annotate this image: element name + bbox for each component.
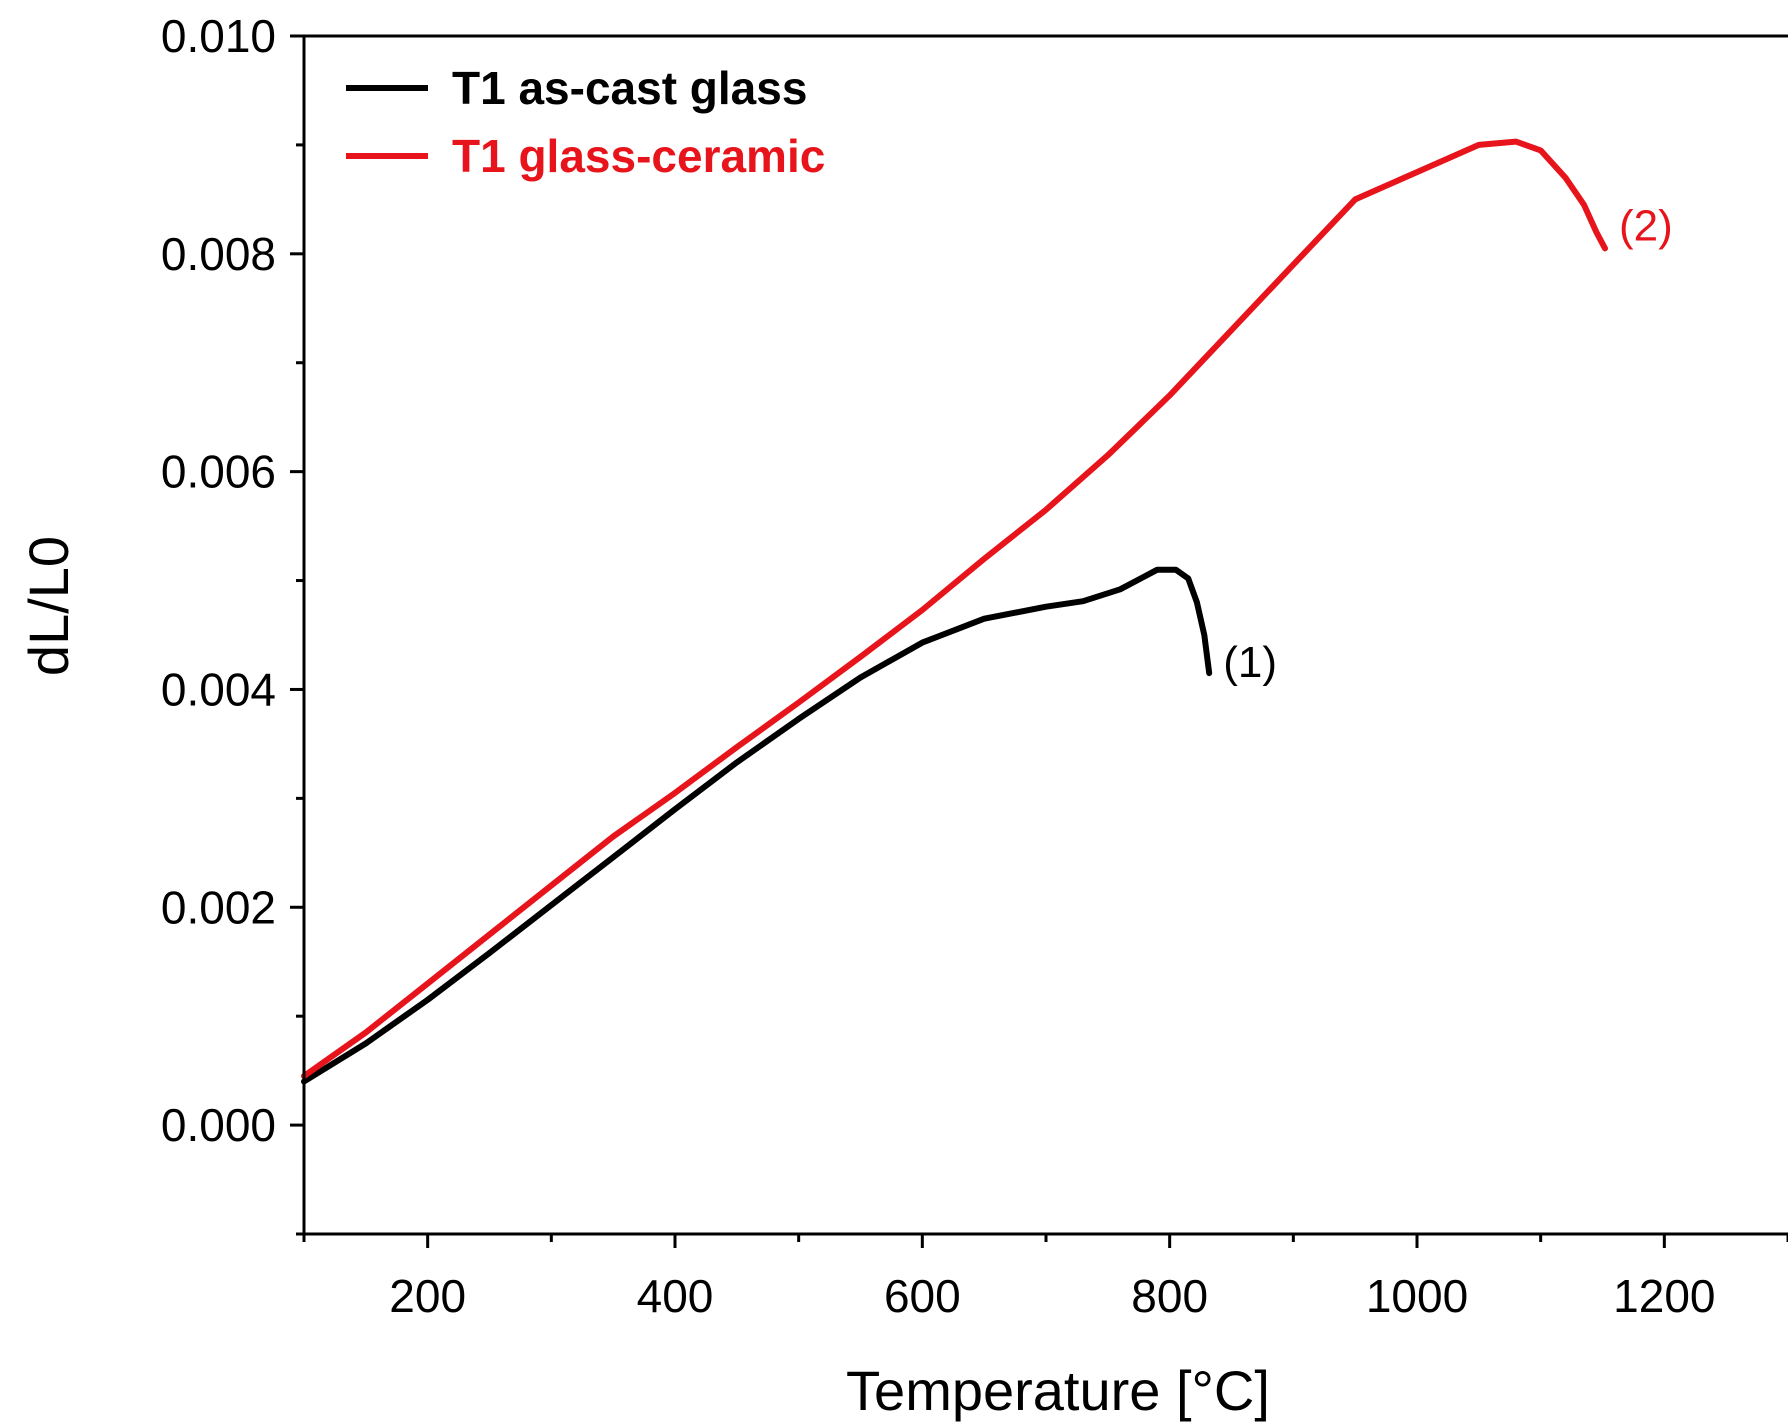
legend-label-2: T1 glass-ceramic	[452, 130, 825, 182]
y-tick-label: 0.006	[161, 446, 276, 498]
series-line-2	[301, 138, 1608, 1080]
x-tick-label: 200	[389, 1270, 466, 1322]
x-tick-label: 1200	[1613, 1270, 1715, 1322]
series-annotation-1: (1)	[1223, 638, 1277, 687]
y-tick-label: 0.002	[161, 881, 276, 933]
x-tick-label: 1000	[1366, 1270, 1468, 1322]
y-tick-label: 0.000	[161, 1099, 276, 1151]
legend: T1 as-cast glass T1 glass-ceramic	[346, 62, 825, 182]
y-axis-title: dL/L0	[17, 536, 80, 676]
x-tick-label: 800	[1131, 1270, 1208, 1322]
ticks-layer: 200 400 600 800 1000 1200 0.000 0.002 0.004 0.006…	[161, 10, 1788, 1322]
y-tick-label: 0.008	[161, 228, 276, 280]
series-layer	[301, 138, 1608, 1085]
x-tick-label: 600	[884, 1270, 961, 1322]
y-tick-label: 0.010	[161, 10, 276, 62]
legend-label-1: T1 as-cast glass	[452, 62, 807, 114]
x-axis-title: Temperature [°C]	[846, 1359, 1270, 1422]
series-annotation-2: (2)	[1619, 201, 1673, 250]
y-tick-label: 0.004	[161, 663, 276, 715]
annotations: (1) (2)	[1223, 201, 1673, 687]
x-tick-label: 400	[637, 1270, 714, 1322]
series-line-1	[301, 566, 1213, 1085]
